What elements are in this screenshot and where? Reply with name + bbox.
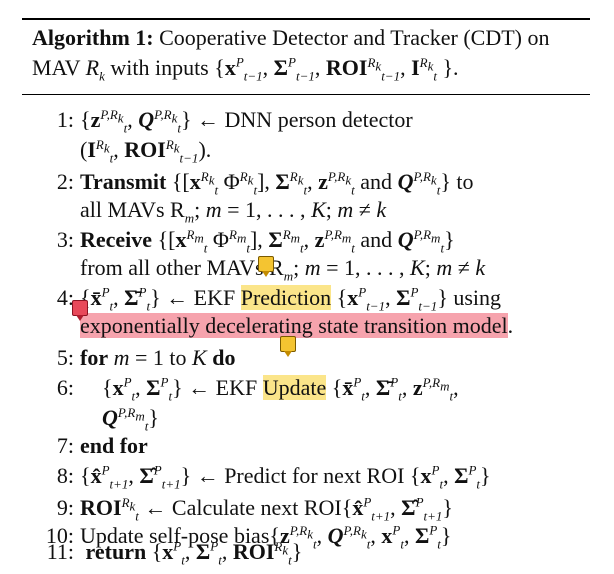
algorithm-title: Algorithm 1: Cooperative Detector and Tr… — [32, 24, 582, 52]
highlight-prediction[interactable]: Prediction — [240, 285, 332, 310]
algorithm-line-8: {x̂Pt+1, Σ̂Pt+1} ← Predict for next ROI … — [80, 462, 491, 492]
algorithm-title-line1: Cooperative Detector and Tracker (CDT) o… — [159, 25, 550, 50]
algorithm-title-line2: MAV Rk with inputs {xPt−1, ΣPt−1, ROIRkt… — [32, 54, 459, 84]
algorithm-line-3-cont: from all other MAVs Rm; m = 1, . . . , K… — [80, 255, 486, 284]
algorithm-line-2-cont: all MAVs Rm; m = 1, . . . , K; m ≠ k — [80, 197, 387, 226]
highlight-state-transition[interactable]: exponentially decelerating state transit… — [80, 313, 508, 338]
highlight-update[interactable]: Update — [262, 375, 327, 400]
line-number: 4: — [56, 285, 74, 310]
line-number: 7: — [56, 433, 74, 458]
line-number: 9: — [56, 495, 74, 520]
algorithm-line-11-wrap: 11: return {xPt, ΣPt, ROIRkt} — [22, 538, 590, 566]
algorithm-line-4-cont: exponentially decelerating state transit… — [80, 313, 514, 338]
line-number: 6: — [56, 375, 74, 400]
header-rule — [22, 94, 590, 95]
comment-note-icon[interactable] — [258, 256, 274, 277]
line-number: 5: — [56, 345, 74, 370]
top-rule — [22, 18, 590, 20]
algorithm-line-6: {xPt, ΣPt} ← EKF Update {x̄Pt, Σ̄Pt, zP,… — [102, 374, 459, 404]
line-number: 10: — [45, 523, 74, 548]
algorithm-line-5: for m = 1 to K do — [80, 345, 236, 370]
line-number: 3: — [56, 227, 74, 252]
algorithm-line-9: ROIRkt ← Calculate next ROI{x̂Pt+1, Σ̂Pt… — [80, 494, 453, 524]
algorithm-line-2: Transmit {[xRkt ΦRkt], ΣRkt, zP,Rkt and … — [80, 168, 474, 198]
algorithm-line-3: Receive {[xRmt ΦRmt], ΣRmt, zP,Rmt and Q… — [80, 226, 455, 256]
algorithm-line-1: {zP,Rkt, QP,Rkt} ← DNN person detector — [80, 106, 413, 136]
line-number: 1: — [56, 107, 74, 132]
algorithm-label: Algorithm 1: — [32, 25, 154, 50]
algorithm-line-7: end for — [80, 433, 148, 458]
line-number: 2: — [56, 169, 74, 194]
algorithm-line-4: {x̄Pt, Σ̄Pt} ← EKF Prediction {xPt−1, ΣP… — [80, 284, 502, 314]
algorithm-line-6-cont: QP,Rmt} — [102, 404, 159, 434]
line-number: 11: — [46, 539, 74, 564]
comment-note-icon[interactable] — [280, 336, 296, 357]
algorithm-line-11: return {xPt, ΣPt, ROIRkt} — [85, 538, 303, 568]
algorithm-line-1-cont: (IRkt, ROIRkt−1). — [80, 136, 212, 166]
comment-note-icon[interactable] — [72, 300, 88, 321]
algorithm-line-10: Update self-pose bias{zP,Rkt, QP,Rkt, xP… — [80, 522, 452, 552]
line-number: 8: — [56, 463, 74, 488]
algorithm-box: Algorithm 1: Cooperative Detector and Tr… — [22, 18, 590, 566]
